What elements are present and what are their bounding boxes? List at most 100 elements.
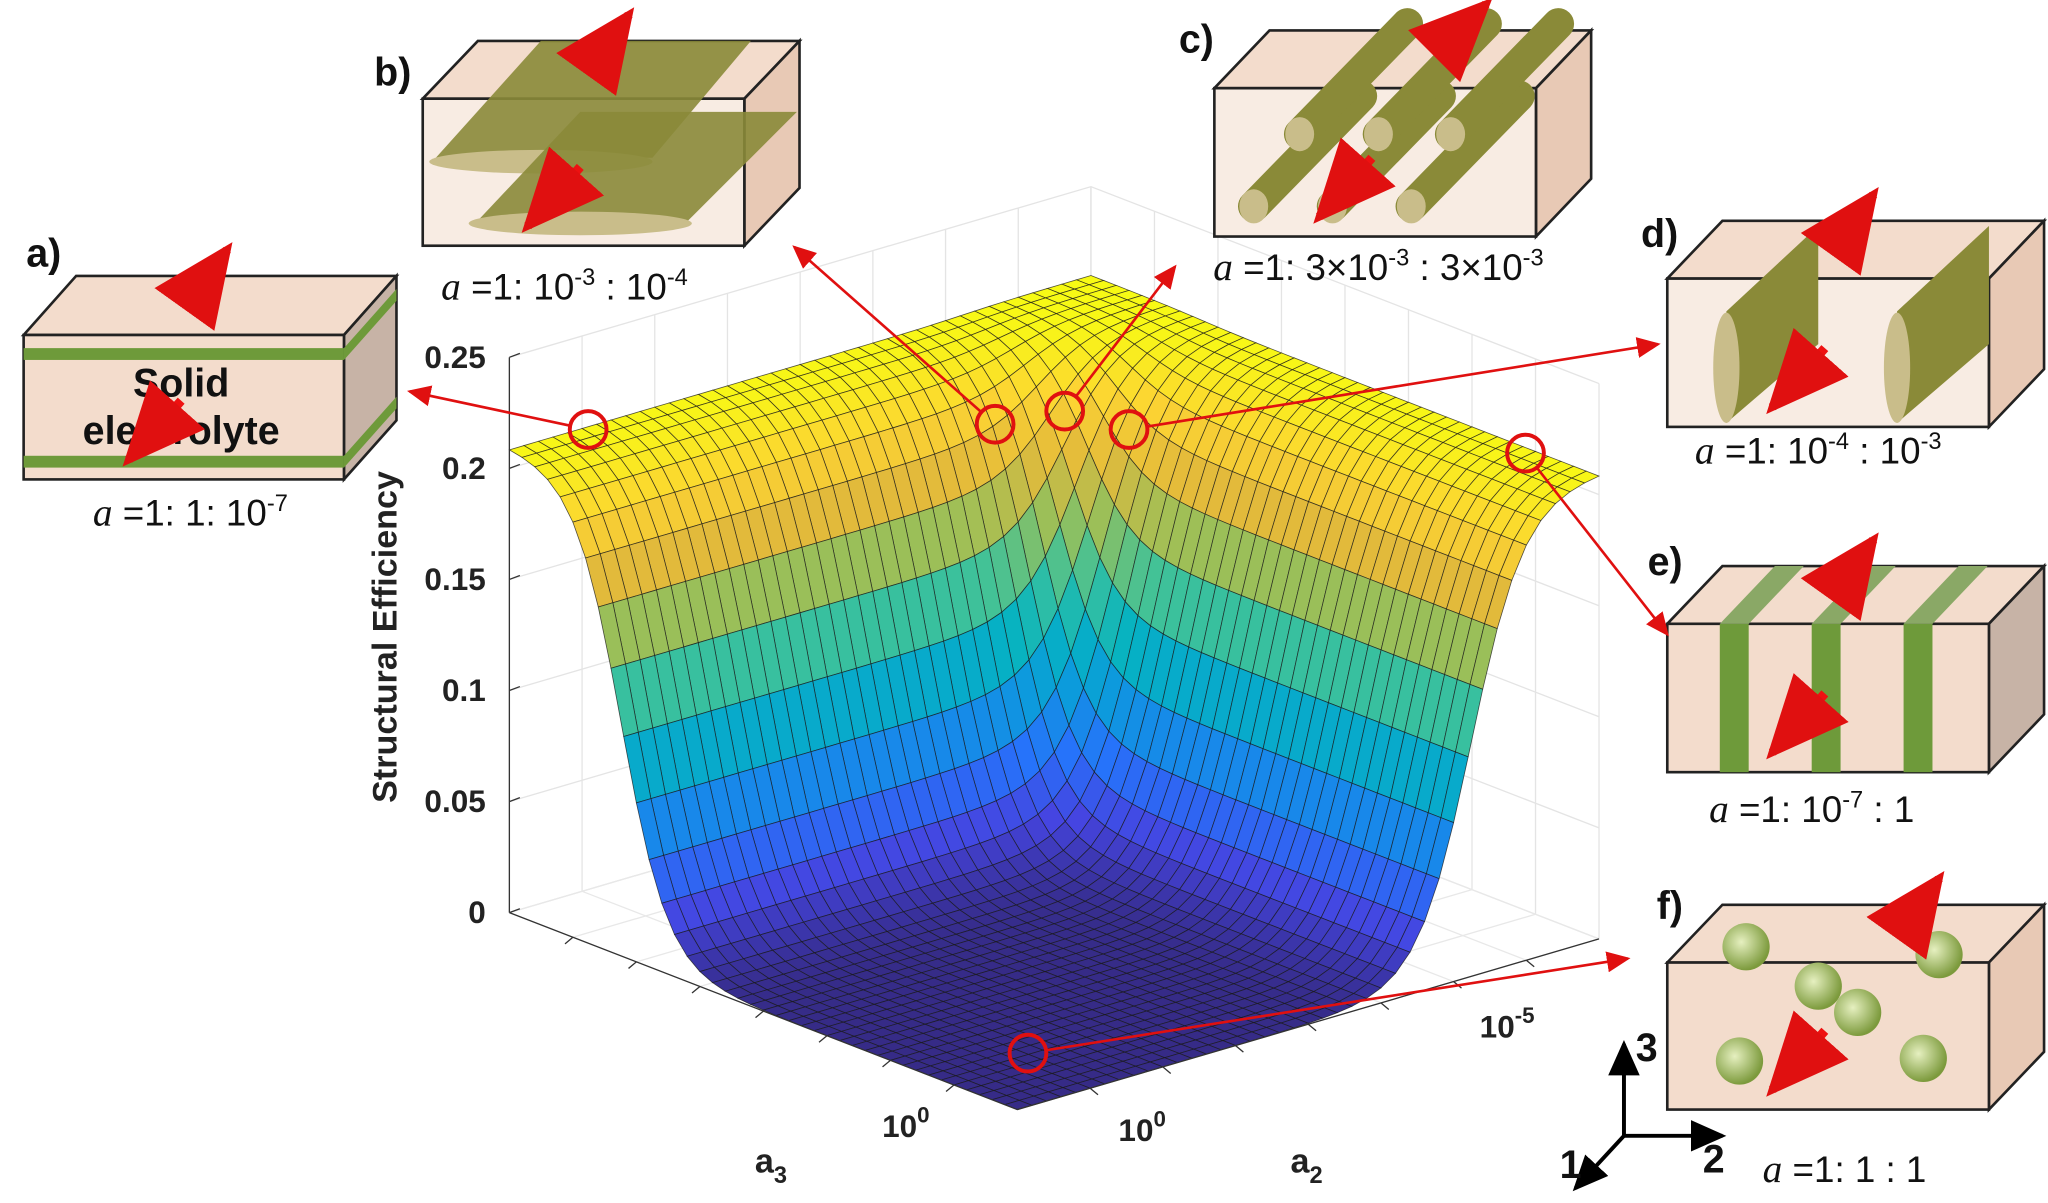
caption-symbol: a bbox=[441, 265, 461, 309]
panel-c: c)a =1: 3×10-3 : 3×10-3 bbox=[1179, 0, 1595, 289]
highlight-circle-marker bbox=[974, 403, 1016, 445]
reinforcement-layer bbox=[1719, 623, 1749, 773]
load-arrow-icon bbox=[1766, 1010, 1849, 1097]
fiber-end bbox=[1396, 189, 1426, 224]
panel-label: c) bbox=[1179, 18, 1214, 62]
reinforcement-layer bbox=[343, 396, 397, 468]
a3-axis-label: a3 bbox=[755, 1143, 787, 1190]
panel-b: b) a =1: 10-3 : 10-4 bbox=[374, 7, 803, 309]
leader-arrow-icon bbox=[1535, 466, 1669, 637]
reinforcement-layer bbox=[1719, 566, 1804, 624]
caption-text: =1: 1: 10 bbox=[113, 492, 267, 533]
load-arrow-icon bbox=[1866, 871, 1945, 960]
a2-tick-label: 100 bbox=[1118, 1107, 1165, 1148]
z-tick-mark bbox=[509, 685, 521, 692]
a3-tick-mark bbox=[628, 961, 637, 969]
triad-label: 1 bbox=[1560, 1143, 1582, 1187]
highlight-circle-marker bbox=[1505, 432, 1546, 474]
z-axis-label: Structural Efficiency bbox=[366, 471, 404, 803]
a3-tick-label-exponent: 0 bbox=[917, 1103, 929, 1128]
load-arrow-icon bbox=[521, 146, 605, 233]
leader-arrow-icon bbox=[1045, 951, 1631, 1052]
caption-exponent: -7 bbox=[267, 491, 288, 517]
reinforcement-layer bbox=[1903, 566, 1988, 624]
z-tick-mark bbox=[509, 352, 521, 358]
z-tick-label: 0.1 bbox=[442, 672, 486, 708]
panel-caption: a =1: 10-7 : 1 bbox=[1709, 787, 1914, 831]
panel-label: b) bbox=[374, 51, 411, 95]
panel-caption: a =1: 10-3 : 10-4 bbox=[441, 265, 688, 309]
caption-text: =1: 10 bbox=[1729, 789, 1842, 830]
caption-exponent: -4 bbox=[667, 265, 688, 291]
a2-tick-mark bbox=[1162, 1066, 1172, 1074]
highlight-circle-marker bbox=[1007, 1032, 1049, 1074]
highlight-circle-marker bbox=[567, 409, 609, 450]
caption-symbol: a bbox=[1213, 245, 1233, 289]
sphere-inclusion bbox=[1915, 931, 1963, 979]
a3-tick-label: 100 bbox=[882, 1103, 929, 1144]
leader-arrow-icon bbox=[1074, 264, 1177, 398]
caption-exponent: -4 bbox=[1828, 429, 1849, 455]
coordinate-triad: 1 2 3 bbox=[1560, 1026, 1727, 1192]
a2-tick-mark bbox=[1380, 1002, 1390, 1010]
a2-tick-mark bbox=[1307, 1023, 1317, 1032]
leader-arrow-icon bbox=[1146, 337, 1661, 428]
load-arrow-icon bbox=[1313, 137, 1396, 224]
caption-exponent: -3 bbox=[1523, 245, 1544, 271]
surface-plot bbox=[508, 275, 1601, 1110]
sphere-inclusion bbox=[1722, 923, 1770, 971]
panel-caption: a =1: 1 : 1 bbox=[1763, 1147, 1927, 1191]
caption-text: : 3×10 bbox=[1409, 247, 1522, 288]
reinforcement-layer bbox=[1903, 623, 1933, 773]
load-arrow-icon bbox=[1800, 187, 1879, 276]
z-tick-label: 0.15 bbox=[424, 561, 485, 597]
leader-arrow-icon bbox=[792, 245, 983, 414]
disc-edge bbox=[1883, 312, 1911, 423]
caption-symbol: a bbox=[93, 490, 113, 534]
fiber-inclusion bbox=[1395, 80, 1535, 223]
a3-tick-label-base: 10 bbox=[882, 1108, 917, 1144]
a2-tick-mark bbox=[1089, 1087, 1099, 1096]
triad-label: 3 bbox=[1636, 1026, 1658, 1070]
sphere-inclusion bbox=[1899, 1034, 1947, 1082]
a3-tick-mark bbox=[882, 1059, 891, 1068]
a2-axis-label: a2 bbox=[1291, 1143, 1323, 1190]
reinforcement-layer bbox=[23, 348, 344, 360]
sphere-inclusion bbox=[1794, 962, 1842, 1010]
z-tick-label: 0.05 bbox=[424, 783, 485, 819]
panel-label: e) bbox=[1648, 540, 1683, 584]
z-tick-mark bbox=[509, 908, 521, 914]
leader-arrow-icon bbox=[407, 385, 571, 427]
disc-inclusion bbox=[1726, 226, 1819, 423]
z-tick-mark bbox=[509, 463, 521, 469]
a2-tick-label-exponent: 0 bbox=[1153, 1107, 1165, 1132]
panel-f: f) a =1: 1 : 1 bbox=[1657, 871, 2048, 1191]
sphere-inclusion bbox=[1715, 1037, 1764, 1085]
a3-tick-mark bbox=[945, 1084, 955, 1093]
a2-subscript: 2 bbox=[1309, 1163, 1322, 1189]
a3-subscript: 3 bbox=[774, 1163, 787, 1189]
disc-edge bbox=[1713, 312, 1740, 423]
z-tick-mark bbox=[509, 574, 521, 581]
load-arrow-icon bbox=[1800, 532, 1879, 621]
a3-tick-mark bbox=[691, 985, 701, 994]
z-tick-label: 0.2 bbox=[442, 450, 486, 486]
caption-text: : 10 bbox=[1849, 431, 1921, 472]
panel-e: e) a =1: 10-7 : 1 bbox=[1648, 532, 2048, 831]
caption-symbol: a bbox=[1763, 1147, 1783, 1191]
load-arrow-icon bbox=[154, 242, 233, 331]
plate-edge bbox=[468, 211, 692, 236]
reinforcement-layer bbox=[23, 455, 344, 468]
a2-tick-label-base: 10 bbox=[1118, 1112, 1153, 1148]
a2-tick-label-exponent: -5 bbox=[1515, 1003, 1535, 1028]
reinforcement-layer bbox=[343, 289, 397, 360]
annotation-arrows bbox=[407, 245, 1669, 1074]
panel-label: d) bbox=[1641, 212, 1678, 256]
caption-text: =1: 10 bbox=[461, 267, 574, 308]
disc-inclusion bbox=[1897, 226, 1989, 423]
axis-1-arrow-icon bbox=[1572, 1134, 1626, 1192]
